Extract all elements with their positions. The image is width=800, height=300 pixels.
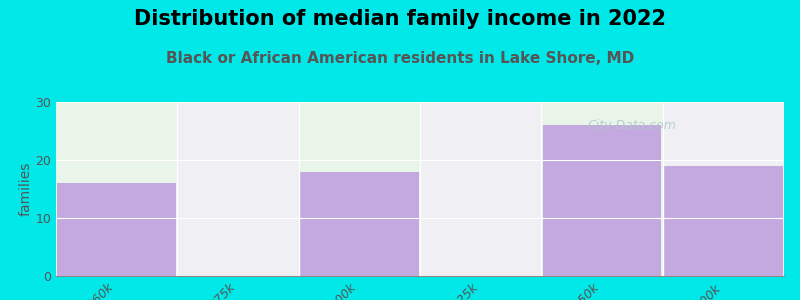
Y-axis label: families: families bbox=[18, 162, 33, 216]
Bar bbox=[58, 183, 176, 276]
Bar bbox=[178, 102, 298, 276]
Bar bbox=[664, 166, 782, 276]
Bar bbox=[300, 172, 418, 276]
Text: City-Data.com: City-Data.com bbox=[587, 119, 676, 132]
Bar bbox=[662, 102, 784, 276]
Bar bbox=[542, 102, 662, 276]
Bar bbox=[56, 102, 178, 276]
Bar bbox=[298, 102, 420, 276]
Bar bbox=[420, 102, 542, 276]
Bar bbox=[542, 125, 662, 276]
Text: Distribution of median family income in 2022: Distribution of median family income in … bbox=[134, 9, 666, 29]
Text: Black or African American residents in Lake Shore, MD: Black or African American residents in L… bbox=[166, 51, 634, 66]
